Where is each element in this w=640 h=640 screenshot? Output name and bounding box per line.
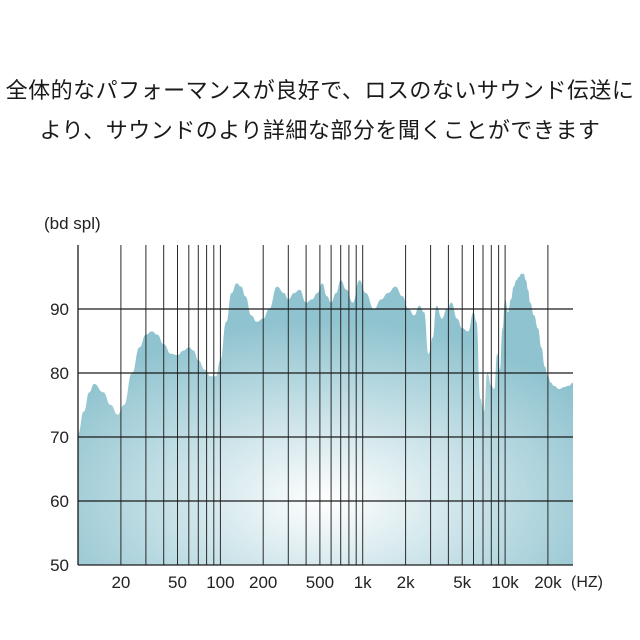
response-area-series-1 bbox=[78, 273, 573, 565]
x-tick-label: 500 bbox=[306, 573, 334, 592]
x-tick-label: 1k bbox=[354, 573, 372, 592]
headline: 全体的なパフォーマンスが良好で、ロスのないサウンド伝送に より、サウンドのより詳… bbox=[0, 72, 640, 152]
x-tick-label: 2k bbox=[397, 573, 415, 592]
y-tick-label: 70 bbox=[50, 428, 69, 447]
x-tick-label: 200 bbox=[249, 573, 277, 592]
x-tick-label: 20k bbox=[534, 573, 562, 592]
y-tick-label: 60 bbox=[50, 492, 69, 511]
x-tick-label: 5k bbox=[453, 573, 471, 592]
headline-line-1: 全体的なパフォーマンスが良好で、ロスのないサウンド伝送に bbox=[5, 79, 635, 104]
x-tick-label: 10k bbox=[491, 573, 519, 592]
x-tick-label: 100 bbox=[206, 573, 234, 592]
y-tick-label: 50 bbox=[50, 556, 69, 575]
y-axis-unit-label: (bd spl) bbox=[44, 214, 101, 233]
x-axis-unit-label: (HZ) bbox=[571, 574, 603, 591]
headline-line-2: より、サウンドのより詳細な部分を聞くことができます bbox=[39, 119, 601, 144]
y-tick-label: 90 bbox=[50, 300, 69, 319]
x-tick-label: 20 bbox=[111, 573, 130, 592]
x-tick-label: 50 bbox=[168, 573, 187, 592]
y-tick-label: 80 bbox=[50, 364, 69, 383]
